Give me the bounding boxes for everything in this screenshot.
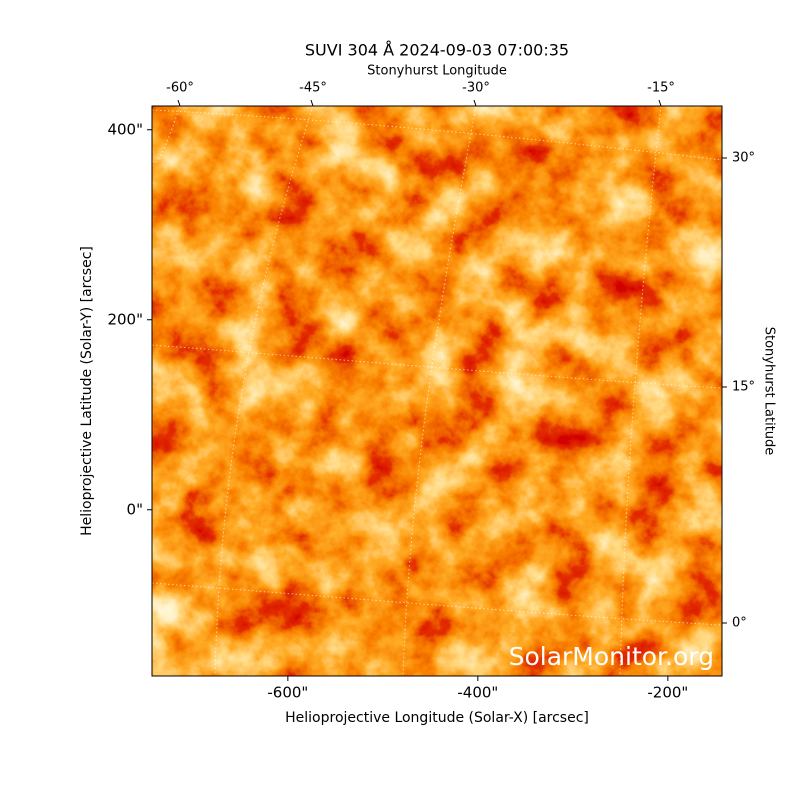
chart-title: SUVI 304 Å 2024-09-03 07:00:35 xyxy=(305,41,569,60)
y-tick-label: 200" xyxy=(107,310,143,328)
top-tick-label: -15° xyxy=(647,81,675,96)
right-tick-label: 0° xyxy=(732,616,747,631)
y-tick-label: 400" xyxy=(107,120,143,138)
x-axis-label: Helioprojective Longitude (Solar-X) [arc… xyxy=(285,710,589,726)
x-tick-label: -400" xyxy=(457,684,498,702)
top-axis-label: Stonyhurst Longitude xyxy=(367,64,507,79)
top-tick xyxy=(310,99,314,107)
solar-image xyxy=(152,106,722,676)
grid-line xyxy=(152,106,181,163)
y-axis-label: Helioprojective Latitude (Solar-Y) [arcs… xyxy=(79,246,95,536)
grid-line xyxy=(214,106,314,676)
x-tick-label: -200" xyxy=(647,684,688,702)
watermark: SolarMonitor.org xyxy=(509,642,714,671)
grid-line xyxy=(402,106,477,676)
image-texture xyxy=(152,106,722,676)
top-tick xyxy=(473,99,477,107)
y-tick-label: 0" xyxy=(127,500,143,518)
top-tick-label: -30° xyxy=(462,81,490,96)
top-tick xyxy=(177,99,181,107)
x-tick-label: -600" xyxy=(267,684,308,702)
right-axis-label: Stonyhurst Latitude xyxy=(762,327,777,456)
top-tick xyxy=(658,99,662,107)
plot-frame xyxy=(151,105,723,677)
right-tick-label: 30° xyxy=(732,151,755,166)
top-tick-label: -60° xyxy=(166,81,194,96)
right-tick-label: 15° xyxy=(732,380,755,395)
top-tick-label: -45° xyxy=(299,81,327,96)
grid-line xyxy=(619,106,662,676)
